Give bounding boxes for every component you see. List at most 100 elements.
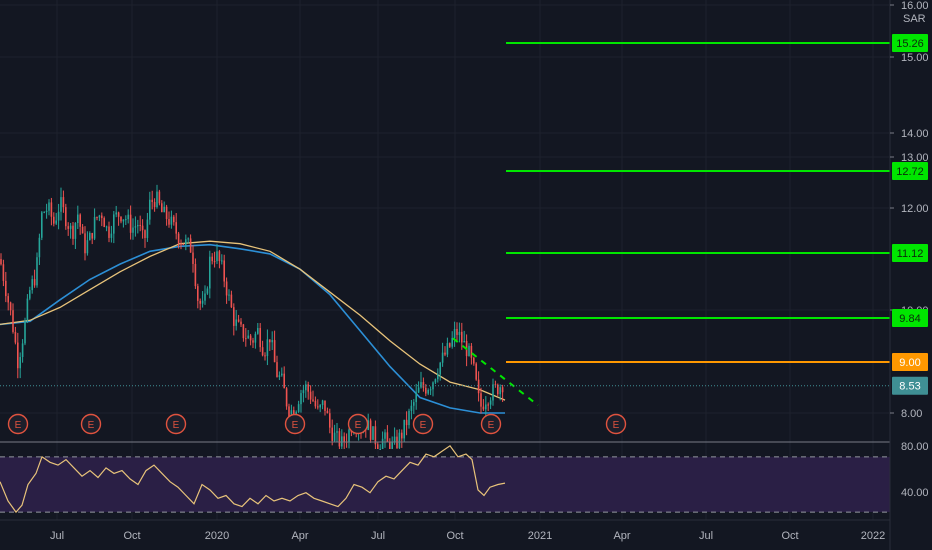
candle xyxy=(405,411,408,436)
candle xyxy=(247,330,249,339)
candle xyxy=(170,210,173,229)
candle xyxy=(501,384,504,402)
candle xyxy=(89,231,91,241)
last-price-tag: 8.53 xyxy=(892,376,928,395)
candle xyxy=(26,294,29,324)
earnings-marker[interactable]: E xyxy=(347,413,369,435)
earnings-marker[interactable]: E xyxy=(7,413,29,435)
level-price-tag[interactable]: 12.72 xyxy=(892,162,928,180)
candle xyxy=(333,424,336,442)
level-price-tag[interactable]: 9.00 xyxy=(892,353,928,371)
candle xyxy=(367,413,369,431)
candle xyxy=(489,397,492,410)
candle xyxy=(264,352,266,361)
candle xyxy=(300,389,302,413)
time-tick-label: 2020 xyxy=(205,530,229,542)
earnings-marker[interactable]: E xyxy=(80,413,102,435)
candle xyxy=(398,429,401,449)
level-price-tag[interactable]: 9.84 xyxy=(892,309,928,327)
candle xyxy=(482,399,485,411)
candle xyxy=(134,216,137,237)
candle xyxy=(439,361,441,381)
candle xyxy=(463,330,465,343)
candle xyxy=(321,399,324,410)
candle xyxy=(305,380,307,398)
candle xyxy=(422,377,425,392)
candle xyxy=(173,214,175,226)
candle xyxy=(209,250,211,299)
candle xyxy=(427,388,429,396)
candle xyxy=(401,429,403,448)
candle xyxy=(230,290,233,309)
candle xyxy=(242,323,245,342)
candle xyxy=(425,384,427,397)
earnings-marker[interactable]: E xyxy=(412,413,434,435)
candle xyxy=(437,368,439,383)
earnings-marker-label: E xyxy=(420,420,427,431)
candle xyxy=(113,211,115,244)
earnings-marker[interactable]: E xyxy=(165,413,187,435)
rsi-tick-label: 80.00 xyxy=(901,441,929,453)
candle xyxy=(221,254,223,265)
candle xyxy=(204,285,206,305)
moving-average-fast-line xyxy=(0,240,506,401)
candle xyxy=(249,333,252,346)
candle xyxy=(456,322,458,341)
candle xyxy=(139,215,141,232)
candle xyxy=(165,204,168,226)
candle xyxy=(374,420,377,449)
candle xyxy=(199,298,201,311)
time-tick-label: 2021 xyxy=(528,530,552,542)
candle xyxy=(141,219,144,239)
candle xyxy=(386,425,389,442)
candle xyxy=(144,229,146,248)
candle xyxy=(494,380,497,388)
candle xyxy=(446,337,449,358)
level-price-tag[interactable]: 11.12 xyxy=(892,244,928,262)
candle xyxy=(69,222,72,239)
candle xyxy=(259,323,261,352)
candle xyxy=(492,378,494,406)
time-tick-label: Jul xyxy=(699,530,713,542)
candle xyxy=(29,286,31,301)
candle xyxy=(81,224,84,234)
candle xyxy=(91,232,93,245)
candle xyxy=(314,396,317,409)
price-axis[interactable]: 8.0010.0012.0013.0014.0015.0016.0080.004… xyxy=(890,0,929,499)
candle xyxy=(312,390,314,402)
candle xyxy=(216,244,218,264)
price-tick-label: 16.00 xyxy=(901,0,929,12)
candle xyxy=(458,322,461,343)
candle xyxy=(453,321,456,347)
candle xyxy=(151,190,153,210)
rsi-tick-label: 40.00 xyxy=(901,487,929,499)
candle xyxy=(62,190,65,213)
level-price-tag[interactable]: 15.26 xyxy=(892,34,928,52)
candle xyxy=(163,201,165,213)
candle xyxy=(7,293,9,311)
candle xyxy=(0,253,2,266)
candle xyxy=(14,326,17,345)
candle xyxy=(326,407,329,414)
candle xyxy=(369,418,372,443)
candle xyxy=(137,219,139,234)
earnings-marker-label: E xyxy=(173,420,180,431)
earnings-marker[interactable]: E xyxy=(605,413,627,435)
candle xyxy=(218,249,221,269)
rsi-line xyxy=(0,444,506,514)
candle xyxy=(2,259,5,287)
candle xyxy=(38,233,41,265)
earnings-marker[interactable]: E xyxy=(284,413,306,435)
candle xyxy=(384,429,386,448)
candle xyxy=(48,199,50,216)
candle xyxy=(105,225,108,232)
earnings-marker[interactable]: E xyxy=(480,413,502,435)
candle xyxy=(194,258,197,289)
level-price-tag-label: 11.12 xyxy=(897,248,924,260)
time-axis[interactable]: Jul Oct 2020 Apr Jul Oct 2021 Apr Jul Oct 2022 xyxy=(50,530,885,542)
candle xyxy=(473,356,475,366)
candle xyxy=(177,231,180,249)
candle xyxy=(343,432,345,449)
